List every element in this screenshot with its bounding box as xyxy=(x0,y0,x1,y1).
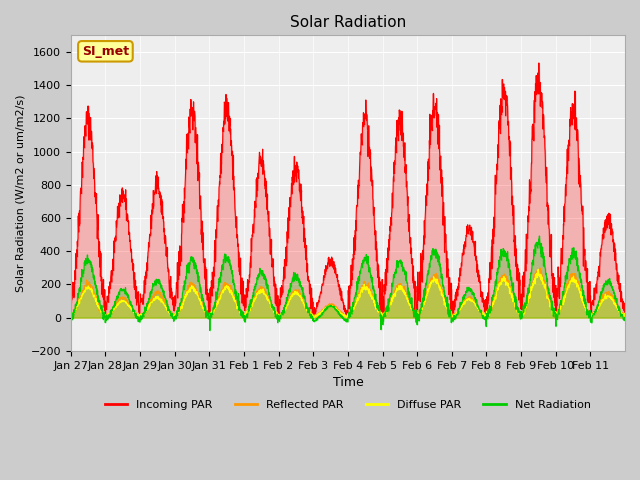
Net Radiation xyxy=(242,313,250,319)
Diffuse PAR xyxy=(242,311,250,316)
Incoming PAR xyxy=(547,254,554,260)
Y-axis label: Solar Radiation (W/m2 or um/m2/s): Solar Radiation (W/m2 or um/m2/s) xyxy=(15,95,25,292)
Legend: Incoming PAR, Reflected PAR, Diffuse PAR, Net Radiation: Incoming PAR, Reflected PAR, Diffuse PAR… xyxy=(101,396,595,415)
Reflected PAR xyxy=(67,312,75,318)
Incoming PAR xyxy=(381,269,389,275)
Line: Incoming PAR: Incoming PAR xyxy=(71,63,625,318)
Net Radiation xyxy=(206,327,214,333)
Diffuse PAR xyxy=(101,315,109,321)
Incoming PAR xyxy=(621,313,629,319)
Incoming PAR xyxy=(67,296,75,301)
Net Radiation xyxy=(122,291,130,297)
Net Radiation xyxy=(515,309,523,315)
Line: Net Radiation: Net Radiation xyxy=(71,236,625,330)
Line: Reflected PAR: Reflected PAR xyxy=(71,268,625,318)
Diffuse PAR xyxy=(534,266,542,272)
Reflected PAR xyxy=(122,296,130,302)
Diffuse PAR xyxy=(614,307,621,312)
Line: Diffuse PAR: Diffuse PAR xyxy=(71,269,625,318)
Diffuse PAR xyxy=(381,309,389,314)
Reflected PAR xyxy=(381,311,389,316)
Incoming PAR xyxy=(377,315,385,321)
Title: Solar Radiation: Solar Radiation xyxy=(290,15,406,30)
Diffuse PAR xyxy=(122,300,130,305)
Net Radiation xyxy=(67,316,75,322)
Net Radiation xyxy=(614,301,621,307)
Reflected PAR xyxy=(621,313,629,319)
Reflected PAR xyxy=(536,265,544,271)
Diffuse PAR xyxy=(67,312,75,318)
Diffuse PAR xyxy=(547,303,554,309)
Text: SI_met: SI_met xyxy=(82,45,129,58)
Incoming PAR xyxy=(122,196,130,202)
Net Radiation xyxy=(536,233,543,239)
Diffuse PAR xyxy=(621,312,629,318)
Diffuse PAR xyxy=(515,310,523,316)
Reflected PAR xyxy=(135,315,143,321)
X-axis label: Time: Time xyxy=(333,376,364,389)
Net Radiation xyxy=(621,317,629,323)
Reflected PAR xyxy=(515,309,523,314)
Net Radiation xyxy=(547,296,554,302)
Reflected PAR xyxy=(614,304,621,310)
Reflected PAR xyxy=(547,301,554,307)
Net Radiation xyxy=(381,309,389,314)
Incoming PAR xyxy=(535,60,543,66)
Incoming PAR xyxy=(515,286,523,292)
Incoming PAR xyxy=(614,270,621,276)
Incoming PAR xyxy=(242,305,250,311)
Reflected PAR xyxy=(242,311,250,316)
